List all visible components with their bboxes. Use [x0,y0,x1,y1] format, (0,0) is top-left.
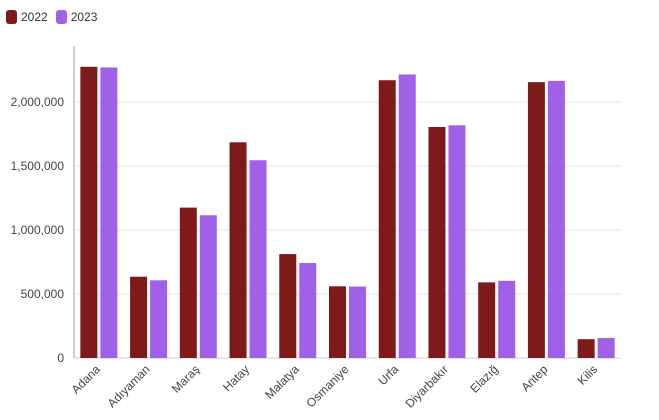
bar-2023 [448,125,466,359]
x-tick-label: Maraş [169,362,202,395]
bar-2022 [279,254,297,358]
x-tick-label: Kilis [575,362,600,387]
y-tick-label: 1,000,000 [11,223,65,237]
bar-2023 [100,67,118,358]
x-tick-label: Elazığ [467,362,500,395]
y-tick-label: 1,500,000 [11,159,65,173]
bar-2022 [130,276,148,358]
y-tick-label: 500,000 [21,287,65,301]
bar-2023 [150,280,168,358]
bar-2022 [428,126,446,359]
bar-2022 [80,66,98,359]
bar-2022 [179,207,197,358]
x-tick-label: Adana [69,362,104,397]
x-tick-label: Urfa [375,362,401,388]
bar-2023 [199,215,217,358]
bar-2022 [229,142,247,358]
legend: 2022 2023 [6,10,105,24]
legend-item-2022[interactable]: 2022 [6,10,48,24]
legend-item-2023[interactable]: 2023 [55,10,98,24]
bar-2023 [498,280,516,358]
bar-2022 [478,282,496,358]
bar-2023 [597,338,615,358]
bar-2023 [547,80,565,358]
x-tick-label: Diyarbakır [403,362,452,411]
x-tick-label: Adıyaman [105,362,153,410]
bar-2023 [299,263,317,358]
bar-2022 [378,80,396,359]
legend-swatch-2022 [6,10,17,24]
legend-swatch-2023 [55,10,67,24]
x-tick-label: Malatya [262,362,302,402]
y-tick-label: 0 [57,351,64,365]
bar-2023 [249,160,267,358]
x-tick-label: Antep [518,362,550,394]
bar-2023 [398,74,416,358]
x-tick-label: Hatay [220,362,252,394]
bar-2022 [329,286,346,358]
legend-label-2022: 2022 [21,10,48,24]
legend-label-2023: 2023 [70,10,98,24]
bar-2023 [349,286,366,358]
y-tick-label: 2,000,000 [11,95,65,109]
bar-2022 [577,339,595,358]
x-tick-label: Osmaniye [304,362,352,410]
bar-2022 [527,82,545,358]
